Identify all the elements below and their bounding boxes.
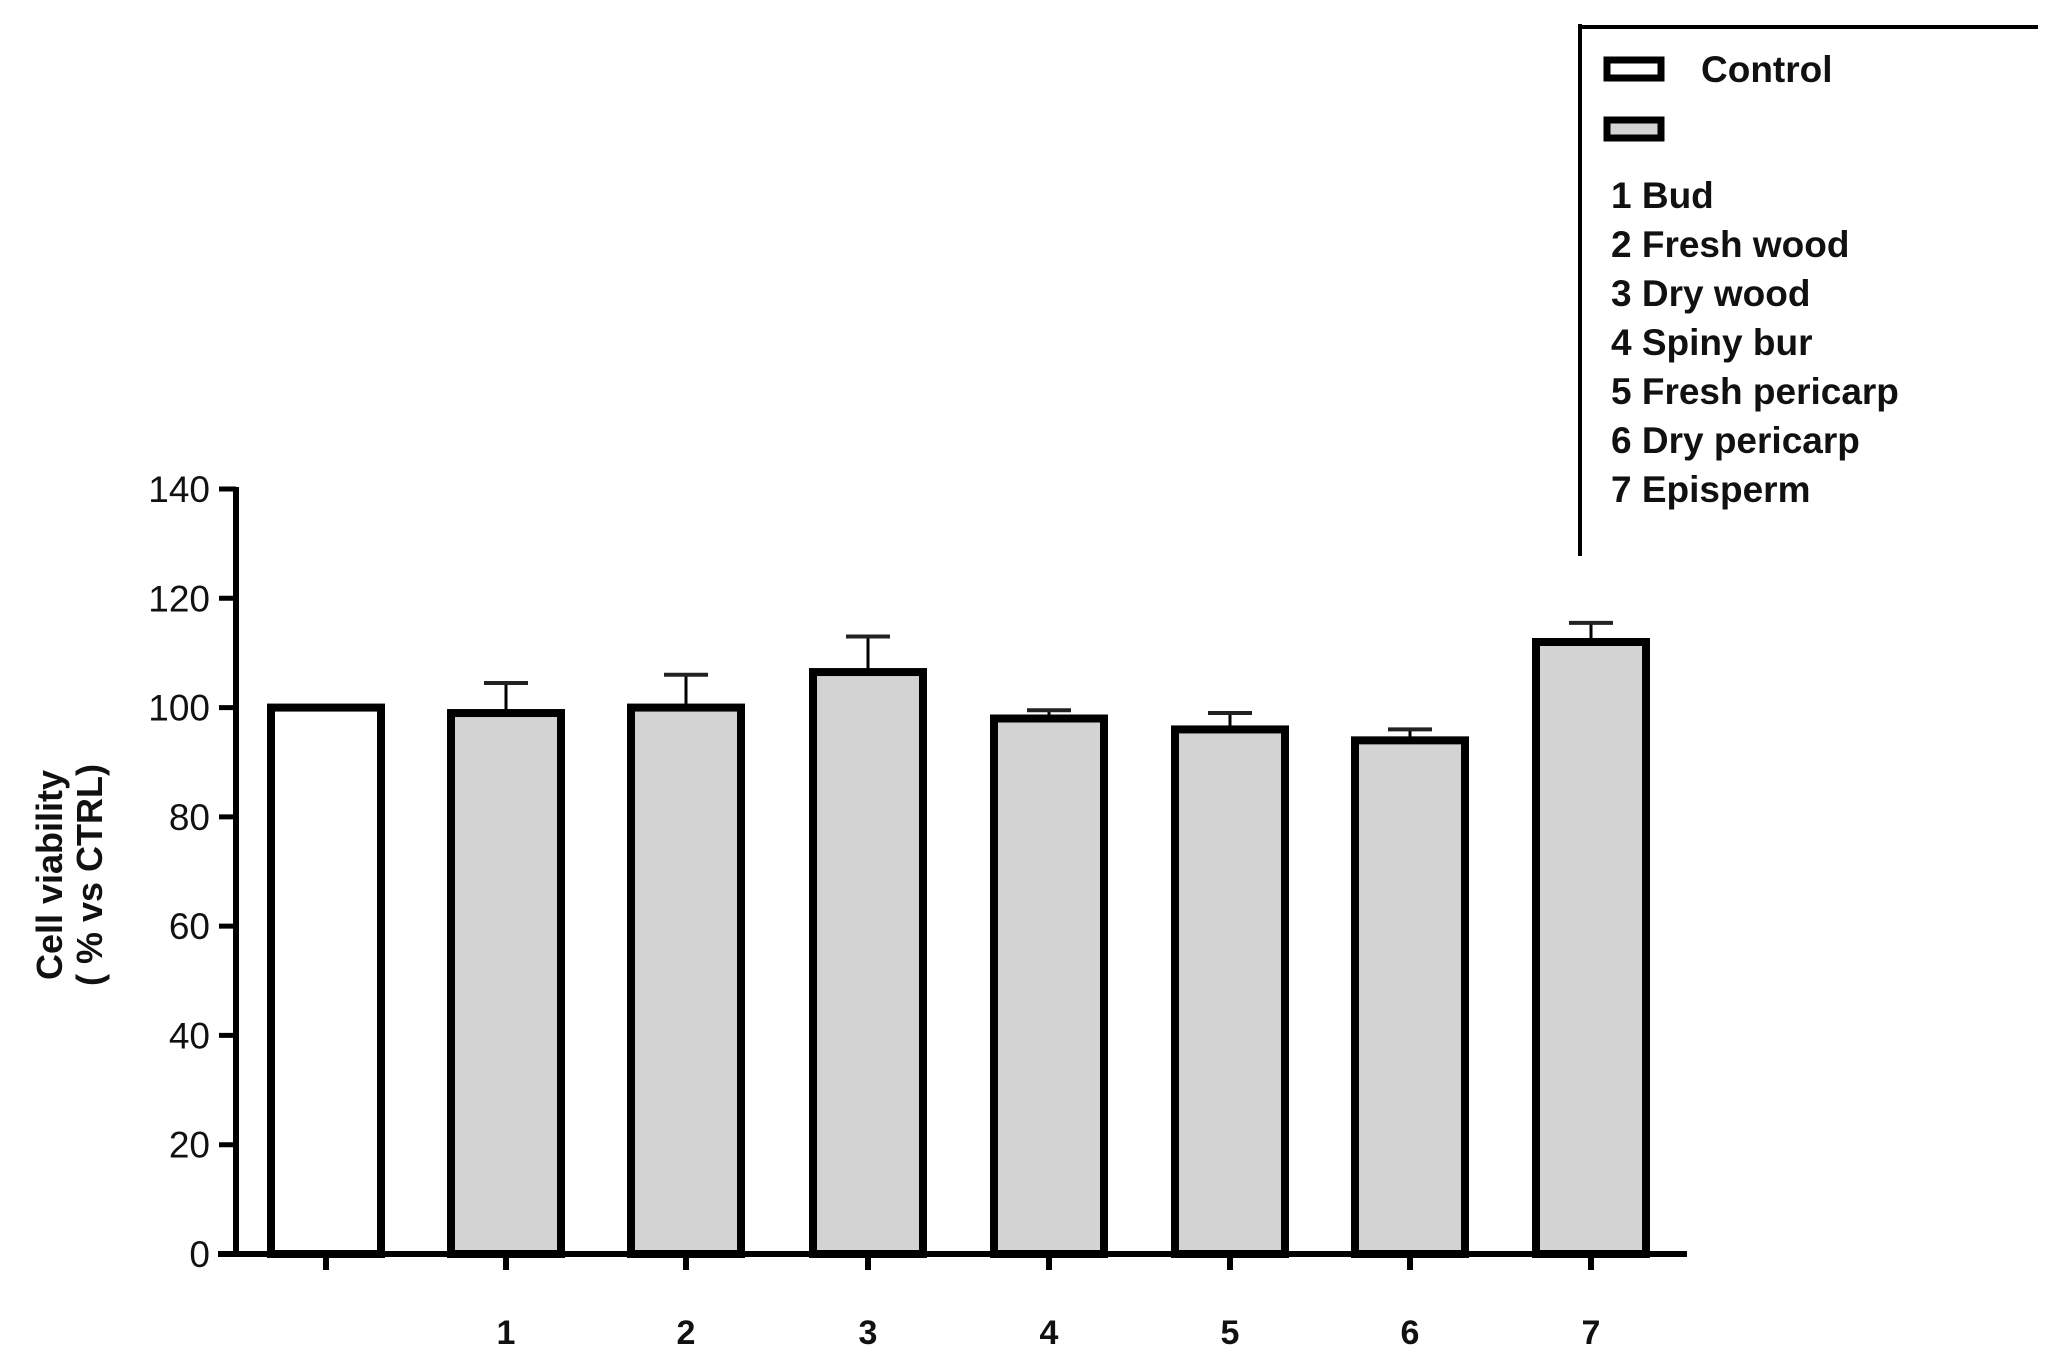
bar <box>990 714 1108 1258</box>
legend: Control 1 Bud 2 Fresh wood 3 Dry wood 4 Spi… <box>1578 24 2038 556</box>
legend-note: 3 Dry wood <box>1611 273 1810 314</box>
y-axis-label: Cell viability ( % vs CTRL) <box>29 764 110 986</box>
bar <box>1351 736 1469 1258</box>
bar <box>447 709 565 1258</box>
y-tick-label: 0 <box>189 1234 210 1275</box>
y-tick-label: 20 <box>169 1125 210 1166</box>
x-tick-label: 6 <box>1401 1314 1420 1352</box>
bar <box>809 668 927 1258</box>
x-tick-label: 5 <box>1221 1314 1240 1352</box>
x-tick-label: 7 <box>1582 1314 1601 1352</box>
legend-notes: 1 Bud 2 Fresh wood 3 Dry wood 4 Spiny bur 5 … <box>1611 175 1899 510</box>
bars-layer <box>267 620 1650 1258</box>
y-tick-label: 120 <box>148 578 210 619</box>
bar <box>1532 638 1650 1258</box>
y-tick-label: 80 <box>169 797 210 838</box>
x-tick-label: 3 <box>859 1314 878 1352</box>
y-tick-label: 140 <box>148 469 210 510</box>
legend-label-control: Control <box>1701 49 1833 90</box>
y-axis-label-line1: Cell viability <box>29 770 70 980</box>
y-ticks: 0 20 40 60 80 100 120 140 <box>148 469 236 1275</box>
y-tick-label: 60 <box>169 906 210 947</box>
bar <box>627 703 745 1258</box>
y-tick-label: 40 <box>169 1015 210 1056</box>
legend-note: 6 Dry pericarp <box>1611 420 1860 461</box>
legend-note: 1 Bud <box>1611 175 1714 216</box>
x-tick-label: 4 <box>1040 1314 1059 1352</box>
legend-note: 7 Episperm <box>1611 469 1810 510</box>
y-tick-label: 100 <box>148 688 210 729</box>
bar <box>267 703 385 1258</box>
bar <box>1171 725 1289 1258</box>
legend-swatch-extract <box>1603 116 1665 142</box>
x-tick-label: 2 <box>677 1314 696 1352</box>
legend-swatch-control <box>1603 56 1665 82</box>
legend-note: 5 Fresh pericarp <box>1611 371 1899 412</box>
y-axis-label-line2: ( % vs CTRL) <box>69 764 110 986</box>
legend-note: 4 Spiny bur <box>1611 322 1812 363</box>
x-ticks: 1 2 3 4 5 6 7 <box>323 1254 1601 1352</box>
x-tick-label: 1 <box>497 1314 516 1352</box>
legend-note: 2 Fresh wood <box>1611 224 1849 265</box>
